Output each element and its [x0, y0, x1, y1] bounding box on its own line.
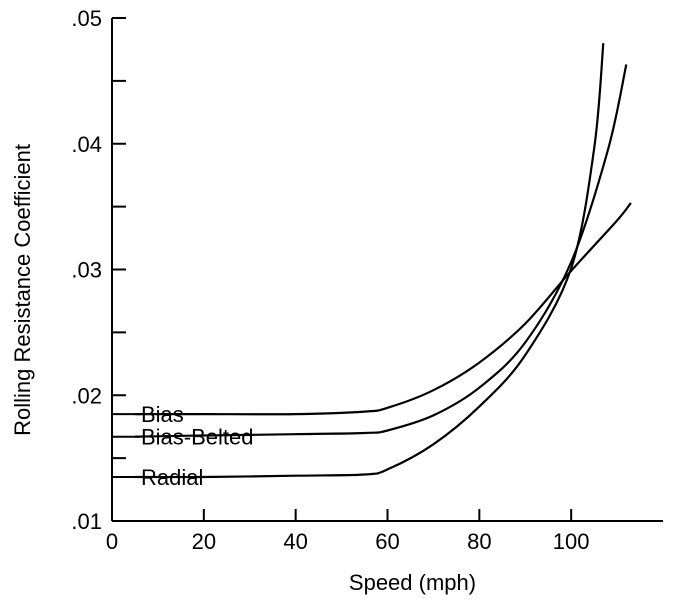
- series-line-bias-belted: [134, 64, 628, 438]
- y-tick-label: .02: [71, 383, 102, 408]
- y-tick-label: .04: [71, 132, 102, 157]
- x-tick-label: 80: [467, 529, 491, 554]
- x-ticks: 0 20 40 60 80 100: [106, 509, 590, 554]
- x-tick-label: 60: [375, 529, 399, 554]
- x-axis-label: Speed (mph): [349, 570, 476, 595]
- x-tick-label: 100: [553, 529, 590, 554]
- series-line-radial: [134, 43, 605, 479]
- y-tick-label: .03: [71, 258, 102, 283]
- x-tick-label: 0: [106, 529, 118, 554]
- x-tick-label: 20: [192, 529, 216, 554]
- x-tick-label: 40: [283, 529, 307, 554]
- series-layer: [134, 43, 632, 479]
- y-tick-label: .05: [71, 6, 102, 31]
- y-axis-label: Rolling Resistance Coefficient: [10, 144, 35, 436]
- series-label-bias-belted: Bias-Belted: [141, 425, 254, 450]
- y-ticks: .01 .02 .03 .04 .05: [71, 6, 126, 534]
- series-line-bias: [135, 202, 632, 416]
- y-tick-label: .01: [71, 509, 102, 534]
- series-label-bias: Bias: [141, 402, 184, 427]
- series-label-radial: Radial: [141, 465, 203, 490]
